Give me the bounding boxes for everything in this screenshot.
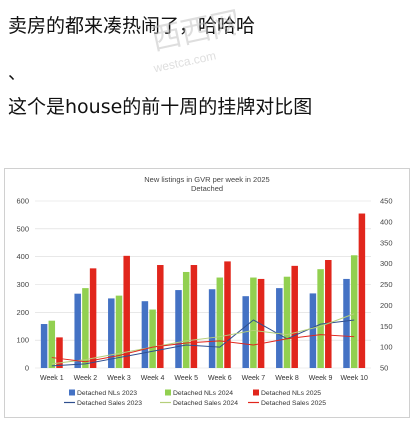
bar	[74, 293, 81, 368]
legend-label: Detached Sales 2023	[77, 400, 142, 407]
x-axis-tick-label: Week 3	[107, 375, 131, 382]
bar	[309, 293, 317, 368]
bar	[149, 309, 156, 368]
left-axis-tick-label: 0	[25, 364, 29, 373]
bar	[123, 255, 130, 368]
x-axis-tick-label: Week 1	[40, 375, 64, 382]
bar	[257, 278, 265, 368]
legend-label: Detached NLs 2025	[261, 390, 321, 397]
bar	[175, 290, 182, 368]
x-axis-tick-label: Week 8	[275, 375, 299, 382]
bar	[40, 324, 48, 368]
series-line	[51, 313, 355, 365]
bar	[358, 213, 366, 368]
watermark-logo: 西西网 westca.com	[149, 6, 236, 73]
x-axis-tick-label: Week 2	[74, 375, 98, 382]
left-axis-tick-label: 600	[16, 197, 29, 206]
bar	[108, 298, 115, 368]
bar	[182, 271, 190, 368]
bar	[250, 277, 257, 368]
right-axis-tick-label: 400	[380, 217, 393, 226]
bar	[82, 288, 89, 368]
bar	[291, 265, 298, 368]
x-axis-tick-label: Week 7	[242, 375, 266, 382]
legend-label: Detached NLs 2023	[77, 390, 137, 397]
bar	[343, 278, 350, 368]
bar	[190, 265, 198, 368]
right-axis-tick-label: 200	[380, 301, 393, 310]
post-line-1: 卖房的都来凑热闹了，哈哈哈	[8, 15, 256, 37]
left-axis-tick-label: 500	[16, 224, 29, 233]
bar	[216, 277, 224, 368]
right-axis-tick-label: 50	[380, 364, 388, 373]
x-axis-tick-label: Week 4	[141, 375, 165, 382]
chart-container: New listings in GVR per week in 2025 Det…	[4, 168, 410, 418]
bar	[276, 288, 283, 368]
post-line-2: 、	[8, 63, 26, 84]
left-axis-tick-label: 100	[16, 336, 29, 345]
x-axis-tick-label: Week 10	[340, 375, 368, 382]
left-axis-tick-label: 200	[16, 308, 29, 317]
bar	[325, 260, 332, 368]
post-line-3: 这个是house的前十周的挂牌对比图	[8, 96, 313, 118]
bar	[157, 265, 164, 368]
left-axis-tick-label: 300	[16, 280, 29, 289]
bar	[283, 276, 291, 368]
x-axis-tick-label: Week 6	[208, 375, 232, 382]
bar	[317, 269, 324, 368]
right-axis-tick-label: 450	[380, 197, 393, 206]
x-axis-tick-label: Week 5	[174, 375, 198, 382]
x-axis-tick-label: Week 9	[309, 375, 333, 382]
bar	[89, 268, 97, 368]
right-axis-tick-label: 150	[380, 322, 393, 331]
right-axis-tick-label: 250	[380, 280, 393, 289]
legend-swatch	[253, 389, 259, 396]
legend-label: Detached Sales 2024	[173, 400, 238, 407]
legend-label: Detached NLs 2024	[173, 390, 233, 397]
bar	[208, 289, 216, 368]
watermark-text-main: 西西网	[149, 6, 236, 57]
right-axis-tick-label: 350	[380, 238, 393, 247]
legend-swatch	[165, 389, 171, 396]
left-axis-tick-label: 400	[16, 252, 29, 261]
legend-swatch	[69, 389, 75, 396]
chart-subtitle: Detached	[191, 184, 223, 193]
listings-chart: New listings in GVR per week in 2025 Det…	[16, 175, 393, 407]
right-axis-tick-label: 300	[380, 259, 393, 268]
bar	[224, 261, 231, 368]
bar	[56, 337, 63, 368]
right-axis-tick-label: 100	[380, 343, 393, 352]
legend-label: Detached Sales 2025	[261, 400, 326, 407]
bar	[115, 295, 123, 368]
bar	[141, 301, 149, 368]
series-line	[51, 319, 355, 367]
chart-title: New listings in GVR per week in 2025	[144, 175, 269, 184]
bar	[48, 320, 56, 368]
bar	[350, 255, 358, 368]
series-line	[51, 334, 355, 363]
